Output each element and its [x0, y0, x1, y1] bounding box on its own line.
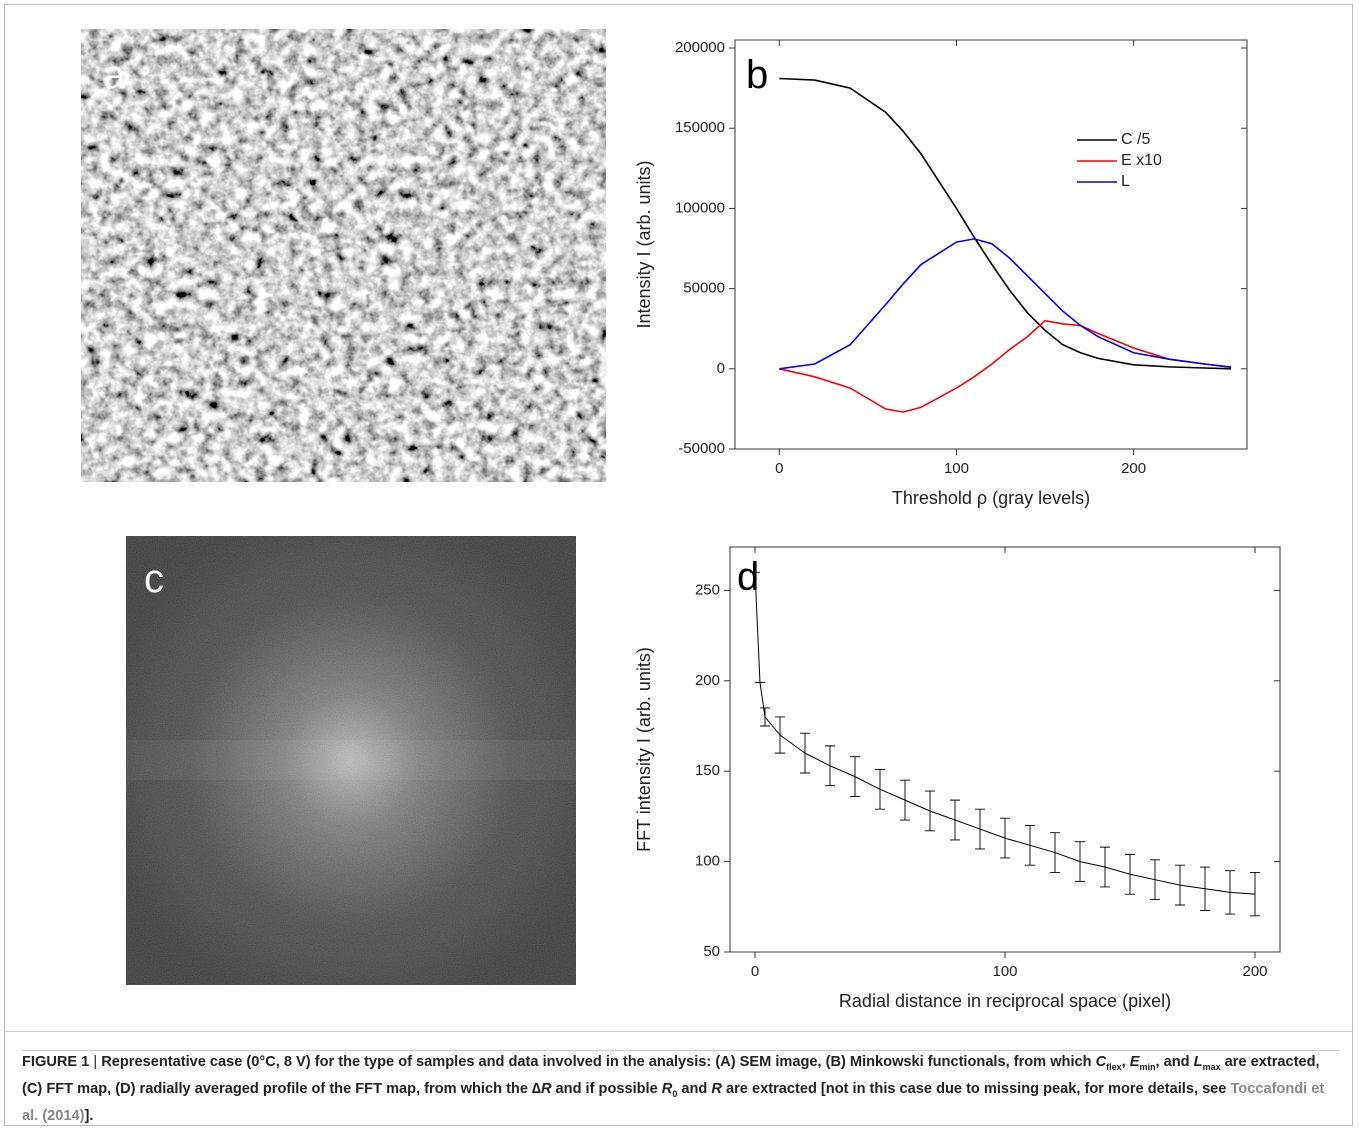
caption-text: |: [89, 1054, 102, 1070]
error-bar: [1150, 859, 1160, 901]
error-bar: [1075, 841, 1085, 882]
caption-text: , and: [1155, 1054, 1194, 1070]
error-bar: [850, 756, 860, 797]
caption-text: R: [661, 1080, 673, 1097]
y-tick-label: 250: [695, 581, 720, 598]
y-tick-label: 100000: [675, 199, 725, 216]
error-bar: [1200, 866, 1210, 911]
caption-text: are extracted [not in this case due to m…: [721, 1080, 1231, 1097]
plot-frame: [734, 39, 1248, 450]
caption-text: 0: [672, 1088, 678, 1099]
caption-text: and if possible: [551, 1080, 662, 1097]
caption-text: L: [1193, 1054, 1203, 1070]
caption-text: min: [1139, 1061, 1156, 1072]
error-bar: [1000, 817, 1010, 859]
x-tick-label: 200: [1242, 963, 1267, 980]
fft-streak: [126, 740, 576, 780]
y-tick-label: 150: [695, 762, 720, 779]
x-tick-label: 200: [1121, 460, 1146, 477]
error-bar: [1025, 824, 1035, 866]
caption-text: E: [1129, 1054, 1140, 1070]
y-tick-label: 50: [703, 943, 720, 960]
caption-link[interactable]: Toccafondi et al. (2014): [22, 1080, 1325, 1124]
fft-noise: [126, 536, 576, 985]
figure-frame: [4, 4, 1353, 1126]
error-bar: [800, 732, 810, 774]
caption-text: and: [677, 1080, 712, 1097]
error-bar: [1225, 870, 1235, 915]
sem-texture: [81, 29, 606, 482]
legend-label: C /5: [1121, 131, 1150, 148]
caption-text: ].: [84, 1107, 94, 1124]
series-line: [779, 77, 1232, 370]
y-tick-label: 200000: [675, 39, 725, 56]
error-bar: [1050, 832, 1060, 873]
caption-text: FIGURE 1: [22, 1054, 90, 1070]
caption-text: Representative case (0°C, 8 V) for the t…: [101, 1054, 1096, 1070]
caption-text: R: [711, 1080, 722, 1097]
y-tick-label: 150000: [675, 119, 725, 136]
error-bar: [950, 799, 960, 841]
y-axis-title: Intensity I (arb. units): [634, 160, 654, 328]
y-tick-label: 100: [695, 853, 720, 870]
error-bar: [875, 768, 885, 810]
error-bar: [1125, 853, 1135, 895]
y-tick-label: 50000: [683, 280, 725, 297]
figure: a b c d -50000 0 50000 100000 150000 200000 0 1…: [81, 29, 1281, 1011]
caption-text: C: [1095, 1054, 1107, 1070]
y-tick-label: 200: [695, 672, 720, 689]
y-tick-label: 0: [717, 360, 725, 377]
legend-label: E x10: [1121, 152, 1162, 169]
y-tick-label: -50000: [678, 440, 725, 457]
caption-text: flex: [1106, 1061, 1122, 1072]
series-line: [779, 238, 1232, 370]
error-bar: [925, 790, 935, 832]
x-axis-title: Threshold ρ (gray levels): [892, 488, 1090, 508]
panel-letter: a: [103, 53, 126, 97]
x-tick-label: 100: [944, 460, 969, 477]
error-bar: [1250, 871, 1260, 917]
plot-frame: [729, 546, 1281, 953]
panel-letter: d: [737, 555, 759, 599]
panel-letter: b: [746, 53, 768, 97]
x-tick-label: 0: [751, 963, 759, 980]
x-axis-title: Radial distance in reciprocal space (pix…: [839, 991, 1171, 1011]
error-bar: [760, 707, 770, 727]
series-line: [779, 319, 1232, 413]
error-bar: [975, 808, 985, 850]
caption-rule: [4, 1031, 1353, 1032]
error-bar: [1175, 864, 1185, 906]
caption-text: R: [540, 1080, 552, 1097]
error-bar: [775, 716, 785, 754]
legend-label: L: [1121, 173, 1130, 190]
caption-text: are extracted, (C) FFT map, (D) radially…: [22, 1054, 1320, 1097]
error-bar: [825, 745, 835, 787]
error-bar: [900, 779, 910, 821]
caption: FIGURE 1 | Representative case (0°C, 8 V…: [22, 1050, 1340, 1127]
error-bar: [1100, 846, 1110, 888]
caption-text: ,: [1121, 1054, 1130, 1070]
x-tick-label: 100: [992, 963, 1017, 980]
x-tick-label: 0: [775, 460, 783, 477]
panel-letter: c: [144, 557, 164, 601]
y-axis-title: FFT intensity I (arb. units): [634, 647, 654, 852]
caption-text: max: [1202, 1061, 1221, 1072]
